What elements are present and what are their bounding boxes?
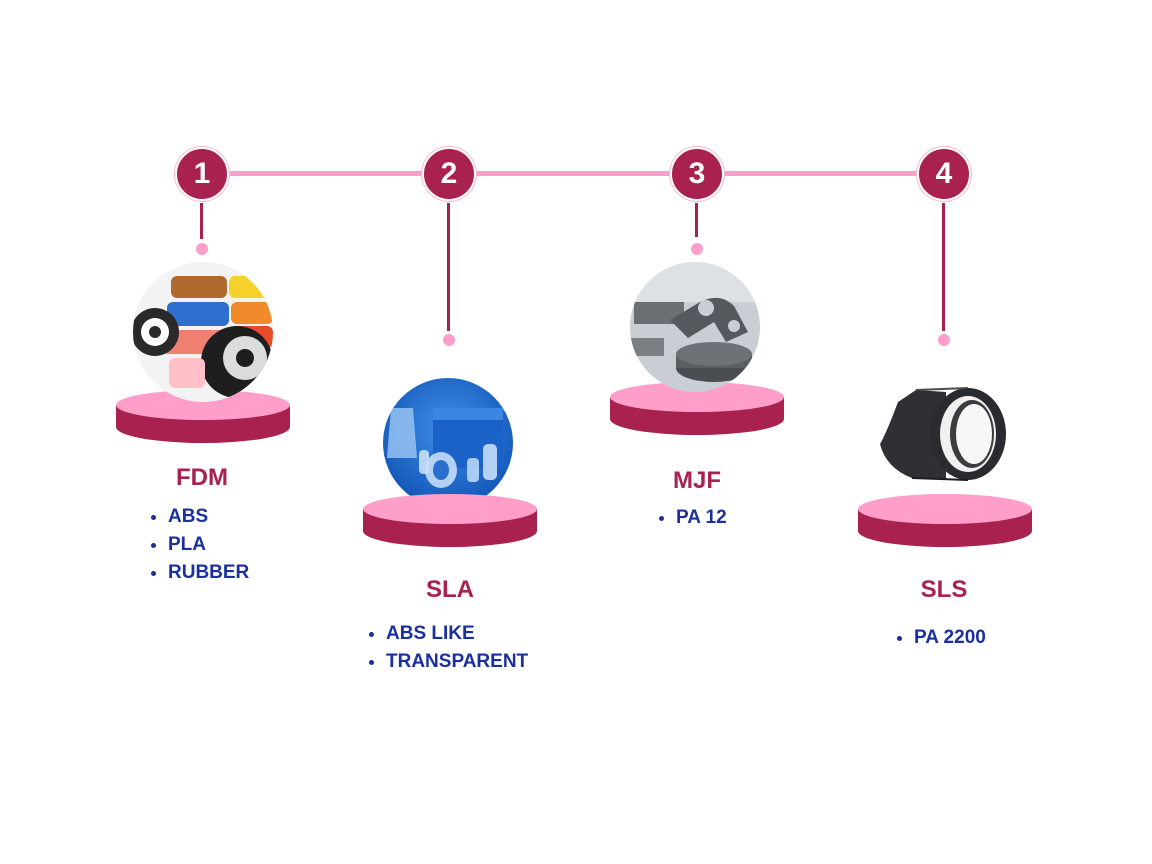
material-list: PA 2200	[892, 624, 986, 652]
black-nylon-ring-image	[880, 387, 1006, 481]
step-number-2: 2	[422, 147, 476, 201]
step-title: FDM	[176, 464, 228, 491]
material-item: PA 2200	[914, 624, 986, 652]
timeline-connector	[724, 171, 918, 176]
stem-end-dot	[443, 334, 455, 346]
material-item: PLA	[168, 531, 249, 559]
material-list: ABS PLA RUBBER	[146, 503, 249, 587]
podium	[858, 494, 1032, 547]
step-title: SLA	[426, 576, 474, 603]
podium	[610, 382, 784, 435]
filament-spools-image	[133, 262, 273, 402]
material-item: TRANSPARENT	[386, 648, 528, 676]
step-number-3: 3	[670, 147, 724, 201]
step-title: MJF	[673, 467, 721, 494]
material-item: ABS LIKE	[386, 620, 528, 648]
podium	[116, 390, 290, 443]
material-list: PA 12	[654, 504, 727, 532]
step-stem	[695, 203, 698, 237]
podium	[363, 494, 537, 547]
stem-end-dot	[938, 334, 950, 346]
material-item: PA 12	[676, 504, 727, 532]
stem-end-dot	[691, 243, 703, 255]
transparent-resin-parts-image	[383, 378, 513, 508]
step-stem	[942, 203, 945, 331]
material-item: RUBBER	[168, 559, 249, 587]
material-item: ABS	[168, 503, 249, 531]
step-title: SLS	[920, 576, 968, 603]
step-stem	[447, 203, 450, 331]
timeline-connector	[476, 171, 670, 176]
step-number-4: 4	[917, 147, 971, 201]
step-number-1: 1	[175, 147, 229, 201]
material-list: ABS LIKE TRANSPARENT	[364, 620, 528, 676]
stem-end-dot	[196, 243, 208, 255]
grey-nylon-parts-image	[630, 262, 760, 392]
timeline-connector	[228, 171, 422, 176]
step-stem	[200, 203, 203, 239]
